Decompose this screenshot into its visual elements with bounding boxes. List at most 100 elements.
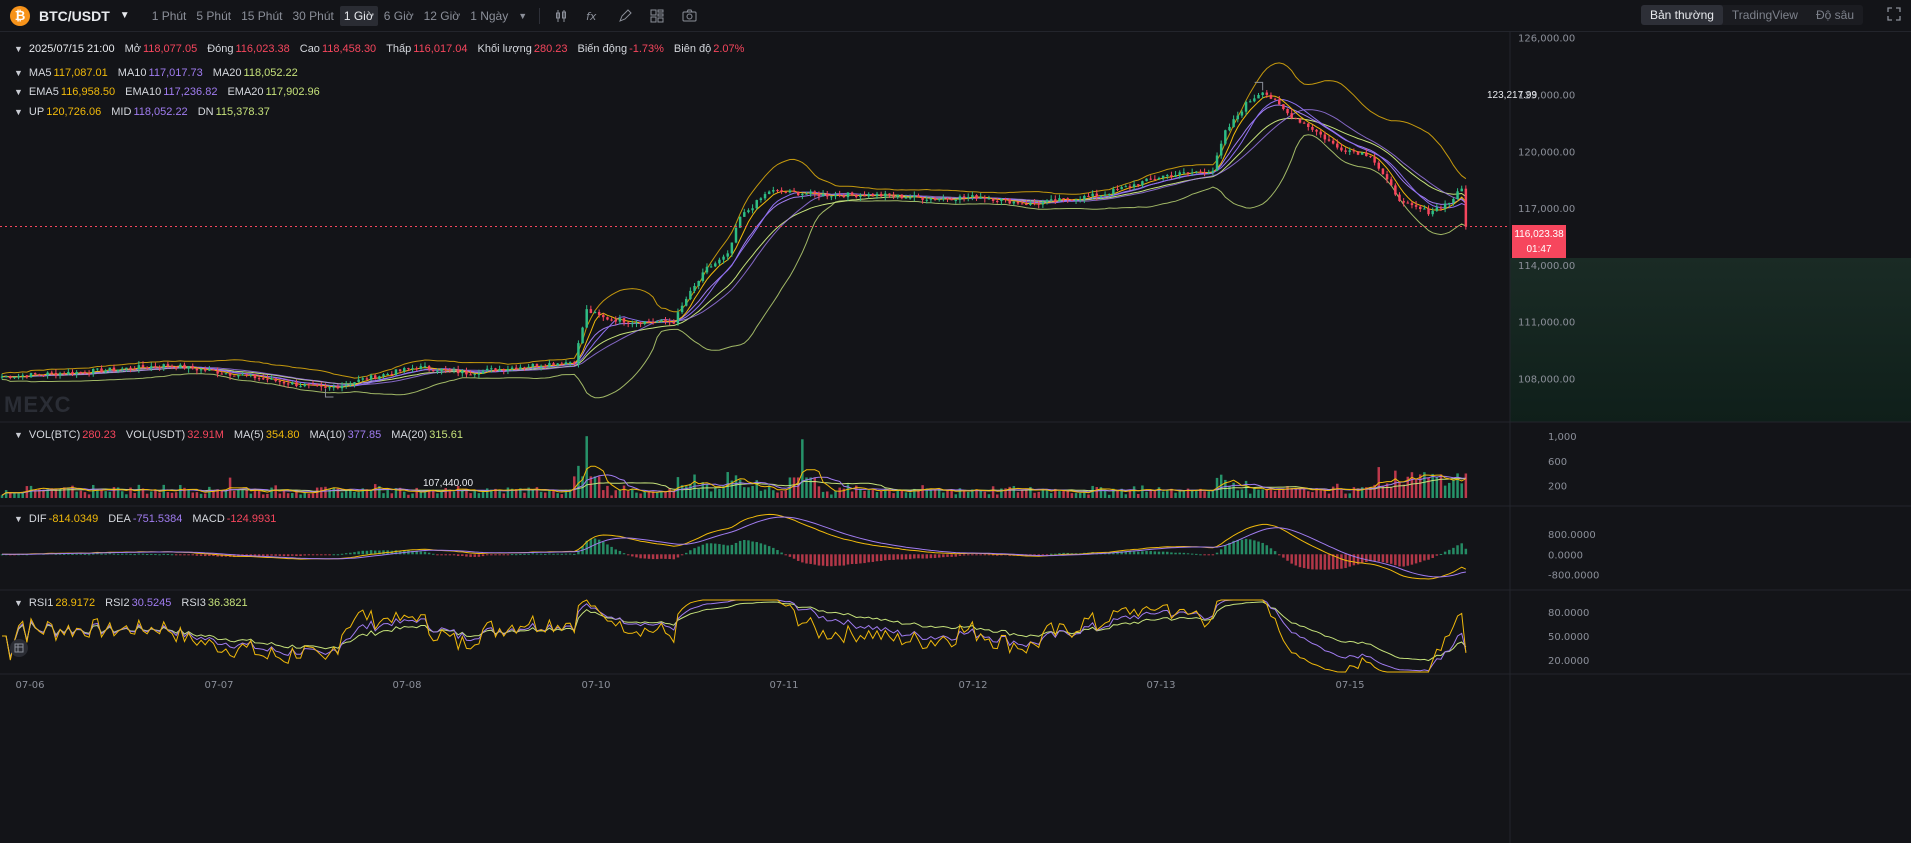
volume-bar xyxy=(328,489,331,498)
volume-bar xyxy=(1149,490,1152,498)
fullscreen-icon[interactable] xyxy=(1887,7,1901,24)
candle-body xyxy=(792,190,796,192)
collapse-chevron-icon[interactable]: ▼ xyxy=(14,68,23,78)
macd-histogram-bar xyxy=(1340,554,1343,569)
candle-body xyxy=(485,368,489,371)
candle-body xyxy=(888,193,891,196)
vol-usdt-label: VOL(USDT) xyxy=(125,429,186,441)
candle-body xyxy=(1248,101,1252,103)
volume-tick-0: 1,000 xyxy=(1548,432,1577,443)
collapse-chevron-icon[interactable]: ▼ xyxy=(14,44,23,54)
collapse-chevron-icon[interactable]: ▼ xyxy=(14,598,23,608)
view-option-1[interactable]: TradingView xyxy=(1731,8,1798,22)
volume-bar xyxy=(150,491,153,498)
candle-body xyxy=(1340,147,1343,151)
candle-body xyxy=(506,369,510,371)
volume-bar xyxy=(427,490,431,498)
symbol-dropdown-icon[interactable]: ▼ xyxy=(119,10,130,21)
interval-more-icon[interactable]: ▼ xyxy=(518,10,528,21)
volume-bar xyxy=(1385,483,1389,498)
kline-chart[interactable]: 126,000.00 123,000.00 120,000.00 117,000.00… xyxy=(0,32,1911,843)
candle-body xyxy=(187,366,190,369)
macd-histogram-bar xyxy=(1344,554,1347,569)
candle-body xyxy=(892,195,895,197)
candle-body xyxy=(1049,199,1053,201)
layout-grid-icon[interactable] xyxy=(644,3,670,29)
volume-bar xyxy=(1265,489,1269,498)
volume-bar xyxy=(1095,487,1099,498)
collapse-chevron-icon[interactable]: ▼ xyxy=(14,514,23,524)
interval-2[interactable]: 15 Phút xyxy=(241,8,283,23)
macd-histogram-bar xyxy=(602,541,605,555)
chart-settings-icon[interactable] xyxy=(10,639,28,657)
volume-bar xyxy=(141,488,145,498)
candle-body xyxy=(1008,198,1011,204)
view-option-2[interactable]: Độ sâu xyxy=(1815,8,1854,22)
volume-bar xyxy=(539,491,543,498)
candle-body xyxy=(539,366,543,368)
volume-bar xyxy=(684,486,688,498)
view-option-0[interactable]: Bản thường xyxy=(1640,5,1723,25)
macd-histogram-bar xyxy=(1058,553,1061,555)
macd-histogram-bar xyxy=(1439,553,1443,555)
candle-body xyxy=(1145,178,1148,182)
interval-1[interactable]: 5 Phút xyxy=(196,8,232,23)
macd-histogram-bar xyxy=(1211,554,1215,556)
interval-6[interactable]: 12 Giờ xyxy=(423,8,461,23)
candle-body xyxy=(25,375,29,378)
ema-legend: ▼ EMA5 116,958.50 EMA10 117,236.82 EMA20 11… xyxy=(14,86,330,98)
macd-histogram-bar xyxy=(801,554,804,563)
boll-mid-line xyxy=(1,109,1467,386)
interval-3[interactable]: 30 Phút xyxy=(292,8,334,23)
volume-bar xyxy=(253,488,257,498)
low-label: Thấp xyxy=(386,43,412,55)
symbol-title[interactable]: BTC/USDT xyxy=(39,7,110,24)
candle-body xyxy=(921,197,924,200)
camera-icon[interactable] xyxy=(676,3,702,29)
macd-histogram-bar xyxy=(1394,554,1397,566)
change-label: Biến động xyxy=(577,43,628,55)
candle-body xyxy=(867,194,870,197)
vol-ma5-value: 354.80 xyxy=(265,429,300,441)
macd-histogram-bar xyxy=(278,554,282,556)
candle-body xyxy=(979,197,982,199)
chart-background xyxy=(0,32,1911,843)
collapse-chevron-icon[interactable]: ▼ xyxy=(14,430,23,440)
interval-7[interactable]: 1 Ngày xyxy=(470,8,509,23)
draw-pen-icon[interactable] xyxy=(612,3,638,29)
macd-histogram-bar xyxy=(154,554,157,556)
rsi3-label: RSI3 xyxy=(181,597,206,609)
macd-histogram-bar xyxy=(1356,554,1360,565)
macd-histogram-bar xyxy=(150,553,153,555)
candle-body xyxy=(1190,172,1194,174)
rsi3-line xyxy=(2,601,1467,662)
macd-histogram-bar xyxy=(1174,552,1177,555)
dif-line xyxy=(1,513,1467,580)
macd-histogram-bar xyxy=(863,554,866,564)
macd-histogram-bar xyxy=(942,554,945,558)
macd-histogram-bar xyxy=(946,554,949,557)
volume-bar xyxy=(1360,487,1364,498)
candle-body xyxy=(382,374,385,377)
interval-4[interactable]: 1 Giờ xyxy=(339,5,378,26)
macd-histogram-bar xyxy=(62,553,66,555)
candle-body xyxy=(1170,175,1173,177)
volume-bar xyxy=(1398,482,1401,498)
collapse-chevron-icon[interactable]: ▼ xyxy=(14,87,23,97)
macd-histogram-bar xyxy=(548,553,551,555)
indicator-fx-icon[interactable]: fx xyxy=(580,3,606,29)
candle-body xyxy=(423,366,427,368)
volume-bar xyxy=(1025,488,1028,498)
macd-histogram-bar xyxy=(266,554,269,557)
interval-0[interactable]: 1 Phút xyxy=(151,8,187,23)
dif-label: DIF xyxy=(28,513,47,525)
collapse-chevron-icon[interactable]: ▼ xyxy=(14,107,23,117)
interval-5[interactable]: 6 Giờ xyxy=(383,8,414,23)
volume-bar xyxy=(1373,484,1376,498)
volume-bar xyxy=(1448,482,1451,498)
macd-histogram-bar xyxy=(1149,551,1152,555)
volume-bar xyxy=(1070,493,1074,498)
volume-bar xyxy=(718,488,721,498)
candle-type-icon[interactable] xyxy=(548,3,574,29)
macd-histogram-bar xyxy=(884,554,887,561)
